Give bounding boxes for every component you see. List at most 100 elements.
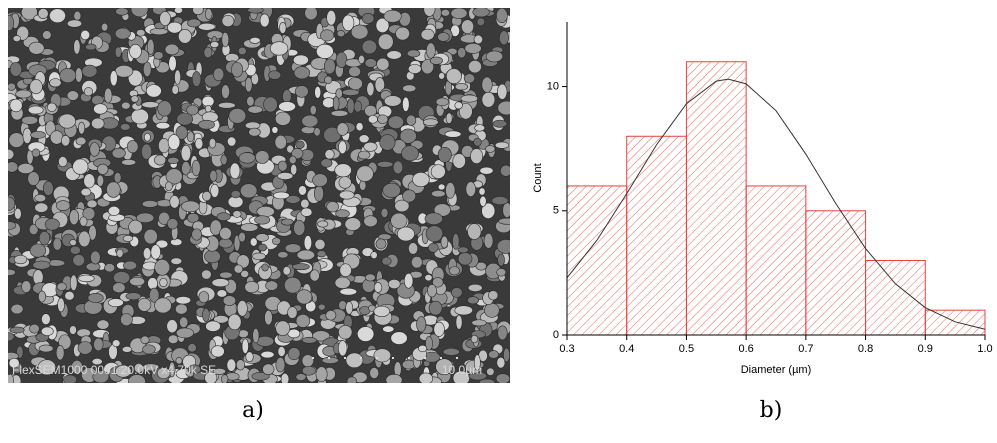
particle — [114, 27, 131, 40]
caption: b) — [760, 398, 783, 423]
particle — [274, 134, 287, 150]
particle — [29, 323, 40, 334]
particle — [465, 181, 476, 197]
particle — [280, 218, 294, 226]
particle — [181, 200, 200, 213]
particle — [75, 136, 87, 146]
particle — [491, 196, 509, 206]
particle — [479, 195, 487, 207]
particle — [120, 313, 133, 327]
particle — [481, 76, 493, 93]
particle — [170, 238, 183, 246]
particle — [385, 374, 403, 383]
particle — [471, 319, 487, 327]
particle — [402, 96, 410, 112]
particle — [111, 147, 126, 159]
particle — [159, 11, 171, 26]
particle — [159, 277, 168, 288]
particle — [430, 164, 446, 179]
particle — [13, 254, 28, 265]
particle — [129, 44, 142, 59]
particle — [290, 163, 298, 176]
particle — [255, 150, 270, 164]
particle — [141, 143, 153, 160]
particle — [8, 357, 20, 369]
particle — [403, 273, 414, 289]
particle — [216, 289, 228, 298]
particle — [142, 363, 160, 372]
particle — [273, 191, 290, 200]
particle — [263, 96, 278, 113]
sem-image — [8, 8, 510, 383]
particle — [107, 205, 121, 216]
particle — [186, 104, 199, 116]
particle — [256, 206, 275, 217]
particle — [296, 289, 313, 305]
particle — [394, 199, 410, 213]
particle — [324, 149, 335, 160]
particle — [216, 212, 231, 221]
particle — [423, 8, 436, 17]
particle — [321, 356, 339, 364]
particle — [424, 274, 433, 282]
particle — [175, 125, 188, 140]
particle — [295, 373, 307, 381]
particle — [104, 87, 113, 104]
particle — [282, 89, 292, 104]
particle — [287, 347, 301, 360]
particle — [128, 219, 143, 235]
particle — [335, 209, 350, 218]
particle — [382, 325, 395, 333]
particle — [325, 310, 337, 321]
particle — [204, 105, 212, 113]
particle — [496, 356, 506, 369]
particle — [440, 235, 449, 249]
particle — [358, 54, 365, 65]
particle — [278, 101, 296, 112]
particle — [137, 297, 152, 312]
particle — [395, 26, 410, 41]
particle — [461, 19, 474, 34]
particle — [374, 77, 385, 93]
particle — [79, 216, 88, 227]
particle — [475, 261, 487, 271]
bar — [865, 259, 926, 336]
particle — [488, 290, 499, 301]
particle — [486, 367, 495, 376]
particle — [370, 251, 378, 260]
particle — [432, 277, 444, 288]
particle — [181, 161, 191, 176]
particle — [254, 215, 271, 225]
particle — [355, 122, 364, 132]
x-axis-label: Diameter (µm) — [741, 364, 812, 376]
particle — [29, 79, 43, 95]
particle — [92, 370, 110, 383]
particle — [113, 271, 131, 285]
particle — [346, 376, 357, 383]
particle — [277, 172, 294, 180]
particle — [401, 145, 419, 162]
particle — [158, 137, 170, 154]
particle — [279, 22, 287, 34]
particle — [364, 58, 377, 68]
particle — [9, 326, 25, 334]
particle — [210, 345, 225, 358]
particle — [47, 102, 57, 112]
particle — [174, 69, 181, 85]
particle — [373, 305, 390, 317]
particle — [275, 320, 291, 336]
particle — [58, 113, 76, 129]
particle — [424, 212, 443, 225]
particle — [495, 373, 510, 383]
particle — [198, 291, 210, 304]
particle — [69, 274, 78, 291]
particle — [69, 239, 77, 246]
particle — [49, 78, 62, 88]
particle — [339, 287, 358, 296]
particle — [316, 250, 327, 258]
particle — [21, 8, 38, 21]
particle — [361, 13, 375, 24]
particle — [52, 237, 62, 251]
x-tick-label: 0.5 — [679, 343, 694, 355]
particle — [249, 37, 261, 44]
